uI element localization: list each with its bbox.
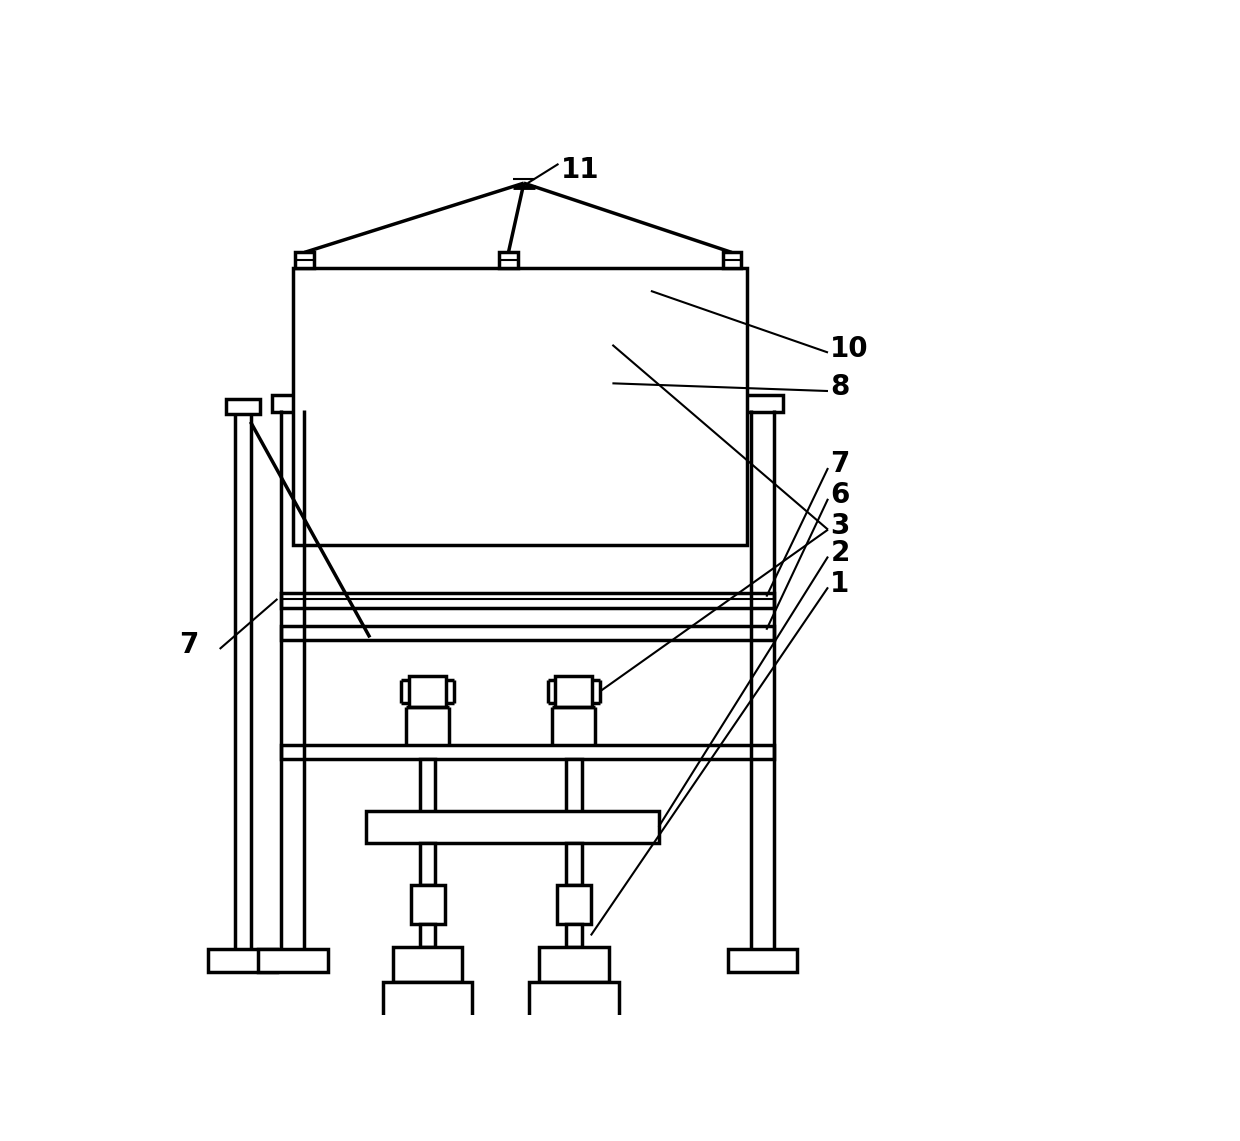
- Text: 3: 3: [831, 512, 849, 540]
- Bar: [420, 843, 435, 885]
- Bar: [281, 626, 774, 640]
- Bar: [281, 593, 774, 608]
- Text: 8: 8: [831, 373, 849, 402]
- Bar: [742, 395, 784, 412]
- Text: 2: 2: [831, 539, 849, 567]
- Bar: [295, 252, 314, 268]
- Bar: [410, 885, 444, 924]
- Bar: [420, 759, 435, 820]
- Bar: [500, 252, 517, 268]
- Text: 11: 11: [560, 156, 599, 184]
- Bar: [208, 949, 278, 972]
- Bar: [383, 981, 472, 1020]
- Text: 7: 7: [831, 451, 849, 478]
- Bar: [723, 252, 742, 268]
- Bar: [728, 949, 797, 972]
- Bar: [529, 981, 619, 1020]
- Bar: [567, 924, 582, 947]
- Text: 1: 1: [831, 569, 849, 598]
- Bar: [293, 268, 748, 545]
- Bar: [557, 885, 590, 924]
- Bar: [567, 759, 582, 820]
- Text: 7: 7: [180, 631, 198, 659]
- Bar: [420, 924, 435, 947]
- Bar: [281, 745, 774, 759]
- Bar: [258, 949, 327, 972]
- Text: 10: 10: [831, 334, 869, 363]
- Bar: [226, 398, 259, 414]
- Bar: [567, 843, 582, 885]
- Bar: [539, 947, 609, 981]
- Bar: [393, 947, 463, 981]
- Text: 6: 6: [831, 482, 849, 509]
- Bar: [409, 675, 446, 706]
- Bar: [272, 395, 314, 412]
- Bar: [366, 810, 658, 843]
- Bar: [556, 675, 593, 706]
